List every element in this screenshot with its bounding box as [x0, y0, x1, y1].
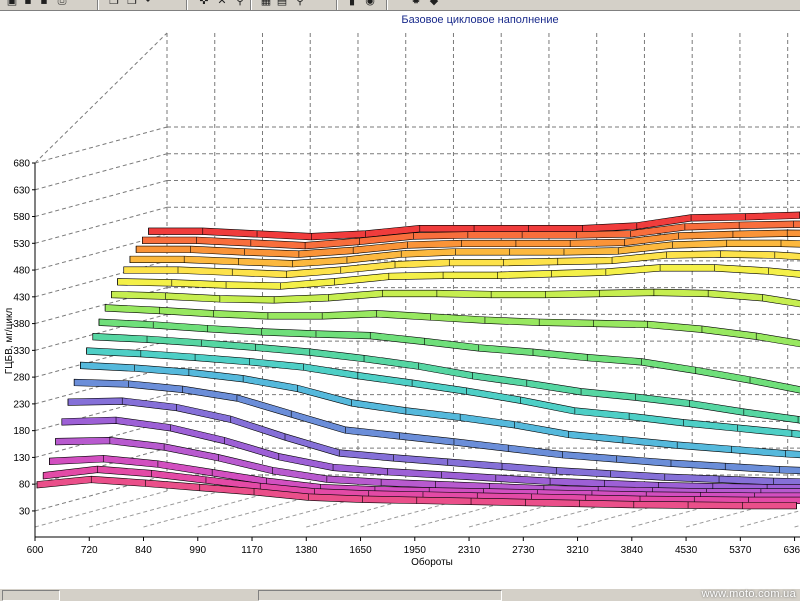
- x-tick-label: 2730: [512, 545, 535, 556]
- x-tick-label: 1380: [295, 545, 318, 556]
- floor-gridline: [740, 510, 800, 528]
- z-axis-label: ГЦБВ, мг/цикл: [4, 308, 15, 375]
- z-tick-label: 580: [13, 212, 30, 223]
- surface-row: [111, 288, 800, 308]
- side-wall-gridline: [34, 367, 168, 405]
- x-tick-label: 5370: [729, 545, 752, 556]
- status-panel-2: [258, 590, 502, 601]
- x-tick-label: 990: [189, 545, 206, 556]
- x-tick-label: 840: [135, 545, 152, 556]
- x-tick-label: 2310: [458, 545, 481, 556]
- x-tick-label: 600: [27, 545, 44, 556]
- z-tick-label: 230: [13, 399, 30, 410]
- toolbar: ▣ ▪ ▪ ⎙ ❐ ❐ ↶ ✜ ✕ ⚲ ▦ ▤ ⚲ ▮ ◉ ✹ ◆: [0, 0, 800, 11]
- status-panel-1: [2, 590, 60, 601]
- toolbar-separator: [186, 0, 187, 10]
- save-as-icon[interactable]: ▪: [40, 0, 48, 7]
- x-tick-label: 3210: [566, 545, 589, 556]
- zoom-icon[interactable]: ⚲: [235, 0, 245, 7]
- z-tick-label: 330: [13, 346, 30, 357]
- toolbar-separator: [336, 0, 337, 10]
- surface-row: [86, 347, 800, 439]
- z-tick-label: 630: [13, 185, 30, 196]
- z-tick-label: 80: [19, 480, 31, 491]
- status-bar: www.moto.com.ua: [0, 588, 800, 601]
- toolbar-separator: [386, 0, 387, 10]
- floor-gridline: [34, 490, 168, 528]
- print-icon[interactable]: ⎙: [57, 0, 67, 7]
- save-icon[interactable]: ▪: [24, 0, 32, 7]
- table-icon[interactable]: ▤: [276, 0, 288, 7]
- x-tick-label: 4530: [675, 545, 698, 556]
- paste-icon[interactable]: ❐: [127, 0, 137, 7]
- toolbar-separator: [97, 0, 98, 10]
- z-tick-label: 380: [13, 319, 30, 330]
- z-tick-label: 280: [13, 373, 30, 384]
- side-wall-top-edge: [34, 32, 168, 164]
- open-icon[interactable]: ▣: [6, 0, 18, 7]
- toolbar-separator: [250, 0, 251, 10]
- z-tick-label: 480: [13, 266, 30, 277]
- cross-icon[interactable]: ✕: [217, 0, 227, 7]
- side-wall-gridline: [34, 447, 168, 485]
- side-wall-gridline: [34, 126, 168, 164]
- floor-gridline: [89, 490, 222, 528]
- x-tick-label: 1170: [241, 545, 263, 556]
- book-icon[interactable]: ◆: [429, 0, 439, 7]
- chart-svg: 680 630 580 530 480 430 380 330 280 230 180 130 80 30…: [4, 32, 800, 568]
- side-wall-gridline: [34, 180, 168, 218]
- globe-icon[interactable]: ◉: [365, 0, 375, 7]
- z-tick-label: 30: [19, 506, 31, 517]
- z-tick-label: 130: [13, 453, 30, 464]
- x-tick-label: 720: [81, 545, 98, 556]
- zoom-out-icon[interactable]: ⚲: [295, 0, 305, 7]
- chart-area: Базовое цикловое наполнение 680 630 580 530…: [0, 11, 800, 589]
- x-axis-label: Обороты: [411, 556, 453, 568]
- surface-row: [129, 239, 800, 268]
- side-wall-gridline: [34, 206, 168, 244]
- chart-title: Базовое цикловое наполнение: [401, 14, 559, 26]
- copy-icon[interactable]: ❐: [109, 0, 119, 7]
- tool-icon[interactable]: ✜: [199, 0, 209, 7]
- x-tick-label: 6360: [783, 545, 800, 556]
- z-tick-label: 530: [13, 239, 30, 250]
- side-wall-gridline: [34, 340, 168, 378]
- z-tick-label: 680: [13, 159, 30, 170]
- z-tick-label: 430: [13, 292, 30, 303]
- grid-icon[interactable]: ▦: [260, 0, 272, 7]
- z-tick-label: 180: [13, 426, 30, 437]
- chart-icon[interactable]: ▮: [348, 0, 356, 7]
- side-wall-gridline: [34, 313, 168, 351]
- x-tick-label: 1650: [349, 545, 372, 556]
- surface-row: [104, 304, 800, 348]
- x-tick-label: 1950: [404, 545, 427, 556]
- side-wall-gridline: [34, 153, 168, 191]
- floor-gridline: [143, 490, 276, 528]
- settings-icon[interactable]: ✹: [411, 0, 421, 7]
- undo-icon[interactable]: ↶: [145, 0, 155, 7]
- x-tick-label: 3840: [621, 545, 644, 556]
- watermark: www.moto.com.ua: [701, 588, 796, 600]
